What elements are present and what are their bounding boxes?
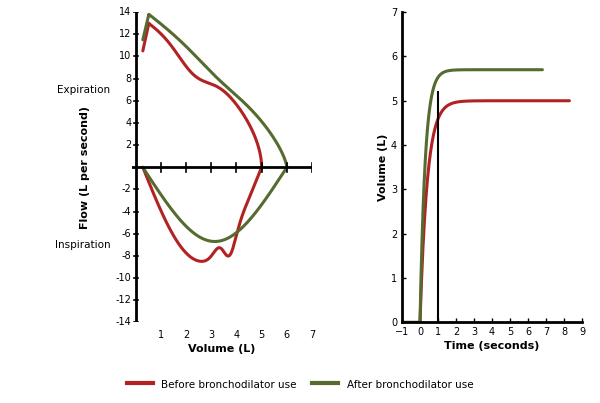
Text: -10: -10 <box>115 273 131 283</box>
Text: -8: -8 <box>122 251 131 261</box>
Y-axis label: Flow (L per second): Flow (L per second) <box>80 106 89 229</box>
Text: -12: -12 <box>115 295 131 305</box>
Text: 8: 8 <box>125 74 131 83</box>
Text: Expiration: Expiration <box>58 85 110 95</box>
Text: 6: 6 <box>125 96 131 106</box>
X-axis label: Time (seconds): Time (seconds) <box>445 341 539 351</box>
Text: -4: -4 <box>122 207 131 216</box>
Text: -6: -6 <box>122 229 131 239</box>
X-axis label: Volume (L): Volume (L) <box>188 344 256 354</box>
Text: 12: 12 <box>119 29 131 39</box>
Legend: Before bronchodilator use, After bronchodilator use: Before bronchodilator use, After broncho… <box>122 375 478 394</box>
Text: -2: -2 <box>121 185 131 194</box>
Text: 2: 2 <box>125 140 131 150</box>
Y-axis label: Volume (L): Volume (L) <box>378 133 388 201</box>
Text: 4: 4 <box>125 118 131 128</box>
Text: -14: -14 <box>115 318 131 327</box>
Text: 14: 14 <box>119 7 131 17</box>
Text: 10: 10 <box>119 52 131 61</box>
Text: Inspiration: Inspiration <box>55 240 110 250</box>
